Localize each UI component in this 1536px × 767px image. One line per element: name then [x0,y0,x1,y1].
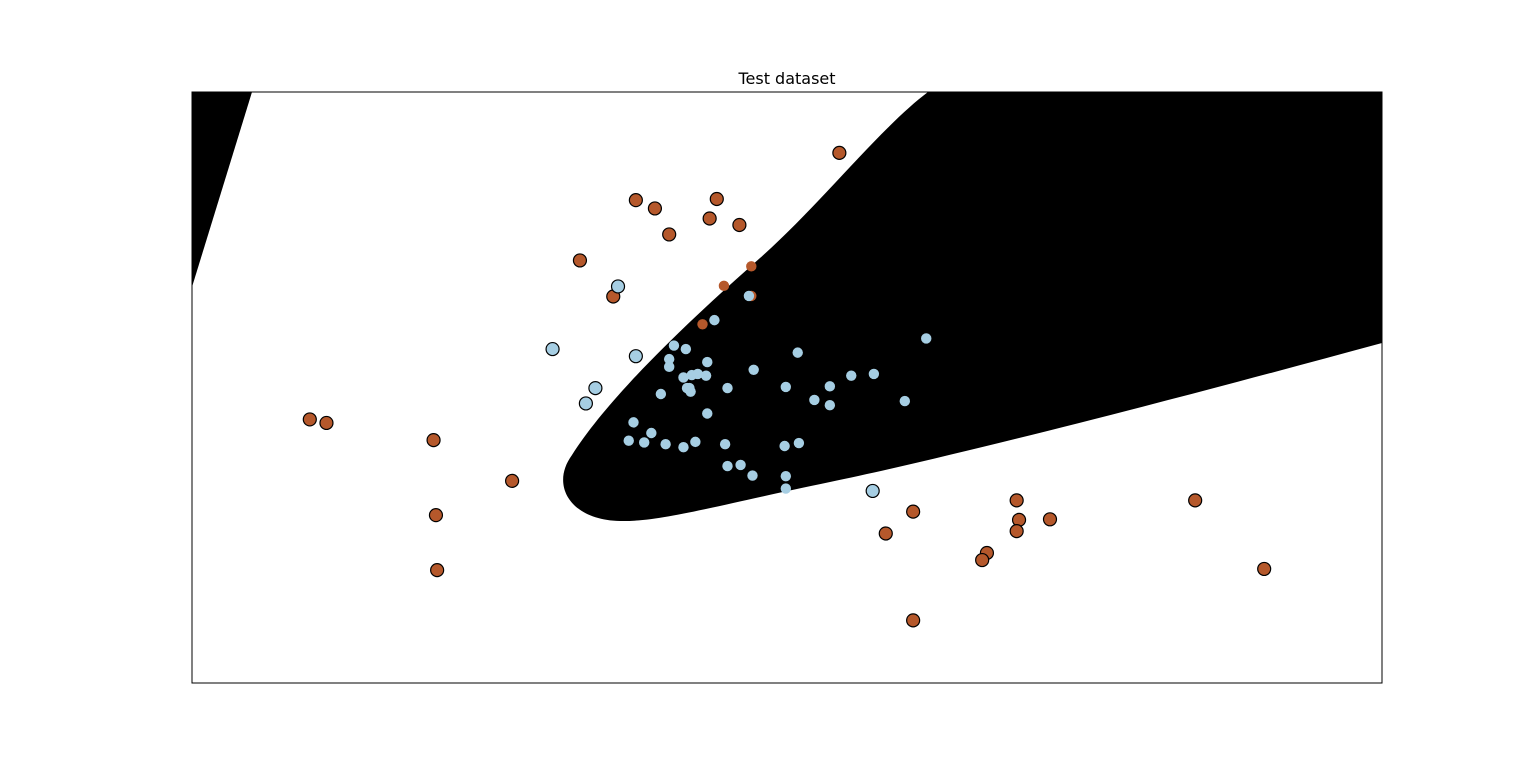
data-point-class-a-plain-0 [746,261,757,272]
data-point-class-a-outlined-3 [709,191,724,207]
data-point-class-b-plain-39 [780,483,792,494]
data-point-class-b-plain-34 [793,437,805,449]
chart-title: Test dataset [737,69,835,88]
plot-frame [191,91,1383,684]
data-point-class-b-plain-20 [655,388,667,400]
decision-region-main [563,92,1382,522]
data-point-class-a-outlined-17 [1009,493,1024,508]
data-point-class-b-plain-25 [628,417,639,428]
data-point-class-b-outlined-3 [588,380,603,396]
data-point-class-b-plain-8 [748,364,759,375]
data-point-class-a-outlined-10 [319,415,334,431]
data-point-class-b-plain-22 [824,400,836,411]
data-point-class-b-plain-38 [780,470,792,482]
data-point-class-a-plain-1 [718,280,730,292]
data-point-class-a-outlined-2 [647,201,663,216]
data-point-class-a-outlined-14 [430,563,445,578]
data-point-class-a-outlined-19 [1042,512,1058,527]
data-point-class-a-outlined-22 [975,552,990,568]
data-point-class-a-outlined-23 [906,613,921,628]
data-point-class-a-outlined-15 [906,504,921,519]
data-point-class-b-outlined-1 [610,279,626,294]
data-point-class-b-plain-37 [747,470,758,481]
data-point-class-a-outlined-20 [1009,524,1024,539]
decision-region-top-left [192,92,252,287]
data-point-class-b-outlined-2 [628,349,643,364]
data-point-class-b-plain-32 [719,439,731,450]
data-point-class-a-outlined-24 [1188,493,1203,508]
data-point-class-b-plain-31 [690,436,701,448]
data-point-class-b-plain-35 [735,459,746,471]
data-point-class-b-plain-36 [722,460,733,472]
data-point-class-b-plain-27 [623,435,634,446]
data-point-class-a-outlined-5 [702,211,717,226]
data-point-class-b-outlined-4 [578,396,593,411]
data-point-class-b-plain-10 [686,369,697,381]
data-point-class-b-plain-41 [700,370,712,381]
data-point-class-b-plain-28 [639,437,650,448]
data-point-class-b-plain-19 [681,382,693,394]
data-point-class-b-plain-14 [780,381,792,393]
data-point-class-a-outlined-16 [878,526,893,541]
data-point-class-a-outlined-1 [628,193,643,208]
data-point-class-a-outlined-6 [732,217,747,233]
data-point-class-b-plain-23 [899,395,911,407]
data-point-class-b-plain-29 [660,439,671,450]
points-layer [302,145,1272,628]
data-point-class-a-outlined-11 [426,432,441,448]
data-point-class-b-plain-30 [678,441,689,453]
data-point-class-b-plain-5 [792,347,803,358]
data-point-class-b-plain-11 [678,372,689,383]
data-point-class-a-outlined-13 [428,508,444,523]
data-point-class-a-outlined-7 [572,253,588,268]
data-point-class-a-outlined-9 [302,412,317,427]
data-point-class-b-plain-21 [809,394,820,406]
data-point-class-a-plain-2 [697,319,708,330]
data-point-class-b-plain-2 [668,340,680,351]
data-point-class-a-outlined-4 [662,227,677,242]
data-point-class-b-plain-40 [663,353,675,365]
data-point-class-b-plain-15 [824,381,836,392]
data-point-class-a-outlined-25 [1257,561,1272,577]
data-point-class-b-plain-1 [709,314,720,326]
data-point-class-b-plain-3 [680,343,692,355]
data-point-class-b-plain-33 [779,440,790,452]
data-point-class-b-plain-26 [646,427,657,439]
data-point-class-a-outlined-0 [832,145,847,160]
data-point-class-b-plain-16 [846,370,857,381]
data-point-class-a-outlined-12 [505,473,520,488]
decision-region-group [192,92,1382,522]
data-point-class-b-plain-6 [921,333,932,344]
data-point-class-b-plain-4 [702,356,713,368]
data-point-class-b-outlined-5 [865,483,880,499]
data-point-class-b-plain-24 [702,408,713,419]
data-point-class-b-plain-7 [663,361,675,373]
data-point-class-b-plain-17 [868,368,880,380]
data-point-class-b-plain-13 [722,382,733,394]
data-point-class-b-plain-0 [743,290,755,302]
data-point-class-b-outlined-0 [545,341,560,357]
